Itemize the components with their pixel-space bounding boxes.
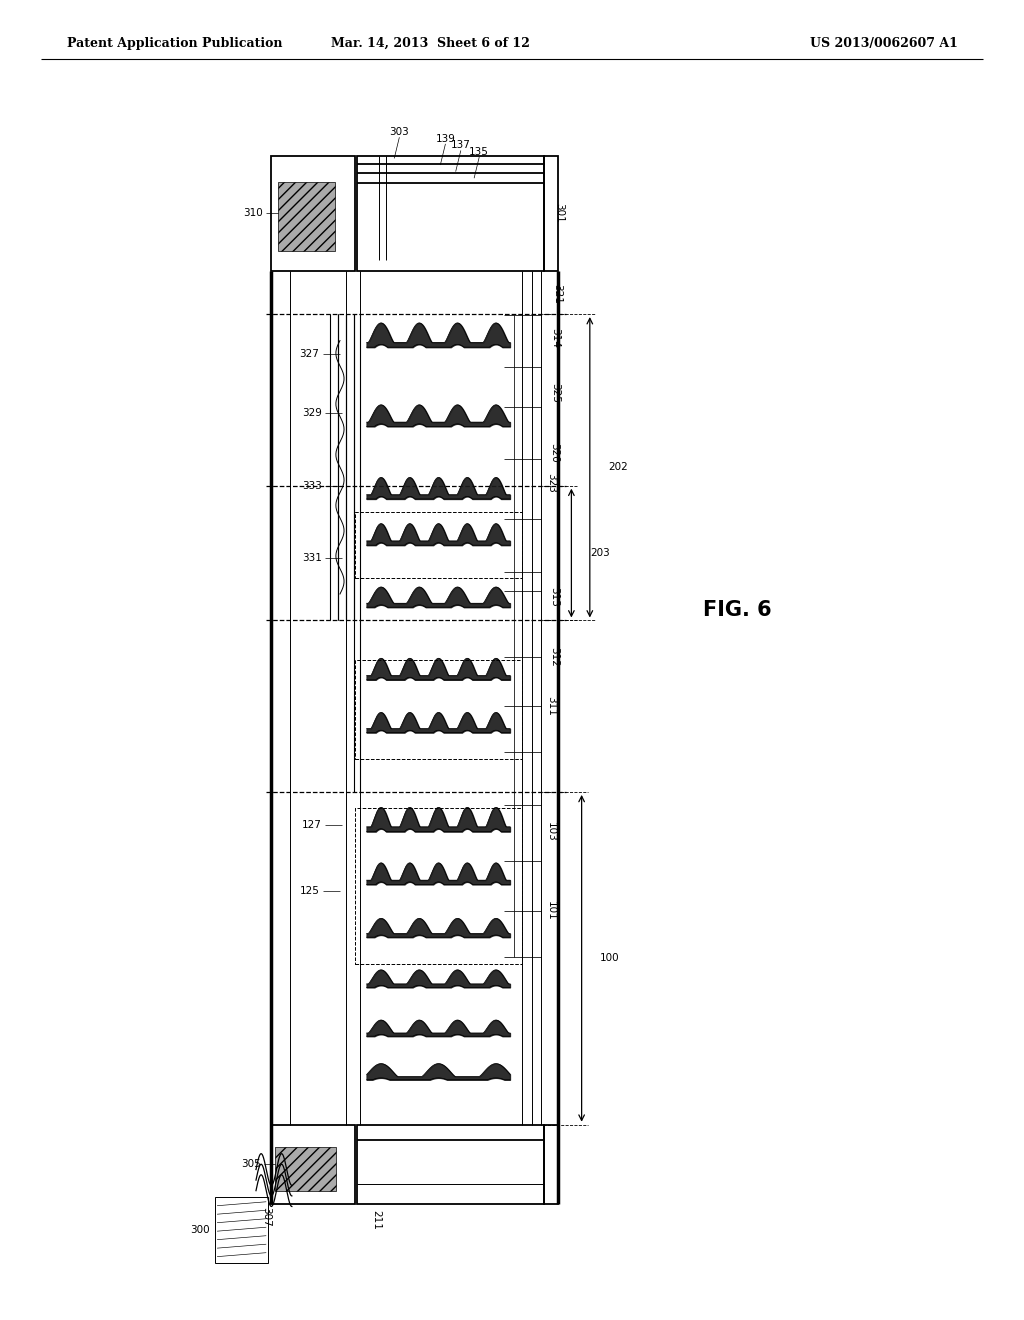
Bar — [278, 182, 335, 251]
Text: 127: 127 — [302, 820, 322, 830]
Bar — [355, 660, 522, 759]
Bar — [355, 512, 522, 578]
Text: US 2013/0062607 A1: US 2013/0062607 A1 — [810, 37, 957, 50]
Text: 103: 103 — [546, 822, 556, 841]
Text: 211: 211 — [371, 1209, 381, 1230]
Text: 125: 125 — [300, 886, 319, 896]
Text: 301: 301 — [554, 203, 564, 223]
Text: 323: 323 — [546, 473, 556, 494]
Text: 333: 333 — [302, 480, 322, 491]
Text: FIG. 6: FIG. 6 — [702, 599, 772, 620]
Text: 300: 300 — [190, 1225, 210, 1236]
Bar — [357, 1125, 544, 1204]
Text: 312: 312 — [549, 647, 559, 668]
Text: 310: 310 — [244, 209, 263, 218]
Text: 331: 331 — [302, 553, 322, 564]
Text: 321: 321 — [552, 284, 562, 305]
Bar — [357, 156, 544, 271]
Text: 307: 307 — [261, 1208, 271, 1226]
Text: Mar. 14, 2013  Sheet 6 of 12: Mar. 14, 2013 Sheet 6 of 12 — [331, 37, 529, 50]
Text: 327: 327 — [300, 348, 319, 359]
Bar — [271, 1125, 355, 1204]
Text: 329: 329 — [302, 408, 322, 418]
Bar — [271, 156, 355, 271]
Text: 202: 202 — [608, 462, 628, 473]
Text: 305: 305 — [242, 1159, 261, 1170]
Text: 101: 101 — [546, 902, 556, 920]
Text: 320: 320 — [549, 444, 559, 462]
Text: 100: 100 — [600, 953, 620, 964]
Bar — [355, 808, 522, 964]
Bar — [544, 1125, 558, 1204]
Bar — [544, 156, 558, 271]
Text: 314: 314 — [550, 327, 560, 348]
Bar — [215, 1197, 268, 1263]
Text: 203: 203 — [590, 548, 609, 558]
Text: 303: 303 — [389, 127, 410, 137]
Text: 135: 135 — [469, 147, 489, 157]
Text: 137: 137 — [451, 140, 471, 150]
Text: 325: 325 — [550, 383, 560, 404]
Text: 313: 313 — [549, 586, 559, 607]
Text: 139: 139 — [435, 133, 456, 144]
Bar — [275, 1147, 336, 1191]
Text: 311: 311 — [546, 696, 556, 717]
Text: Patent Application Publication: Patent Application Publication — [67, 37, 282, 50]
